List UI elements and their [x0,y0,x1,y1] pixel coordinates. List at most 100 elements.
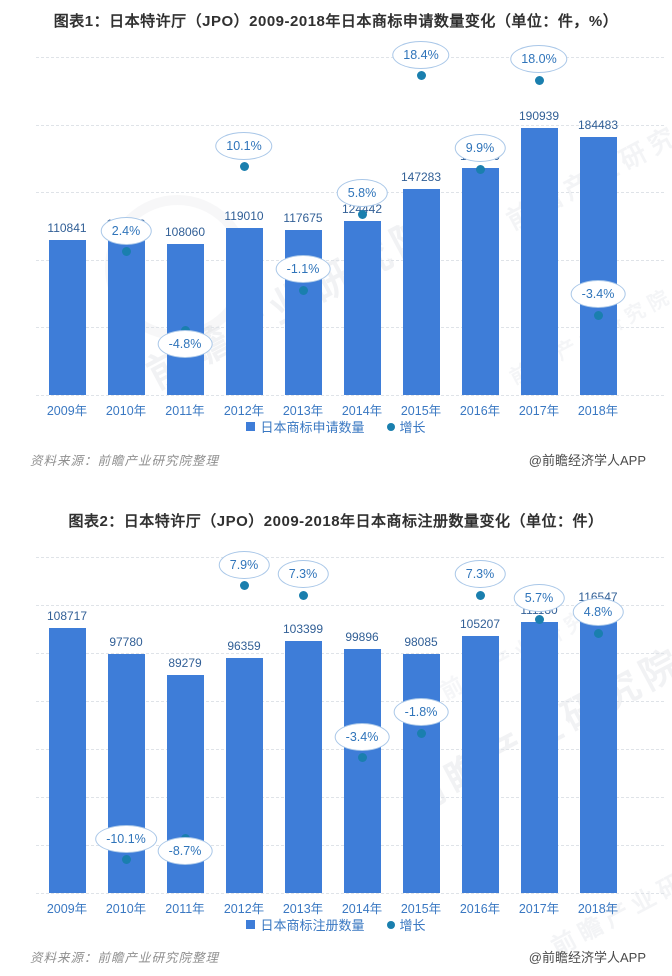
bar-2017年 [520,128,558,395]
growth-dot [239,581,249,591]
bar-value-label: 99896 [345,630,379,644]
bar-2009年 [48,240,86,395]
growth-label-bubble: 10.1% [215,131,273,160]
bar-2016年 [461,168,499,395]
growth-label-bubble: 18.0% [510,45,568,73]
growth-dot-icon [386,422,395,431]
chart1-credit: @前瞻经济学人APP [528,453,646,468]
bar-value-label: 184483 [577,118,619,132]
growth-label-bubble: 4.8% [572,598,624,627]
bar-2014年 [343,649,381,893]
growth-dot-icon [386,920,395,929]
bar-2017年 [520,622,558,893]
legend-item-applications: 日本商标申请数量 [246,417,365,436]
x-axis-label: 2010年 [105,404,147,418]
chart2-credit: @前瞻经济学人APP [528,950,646,965]
x-axis-label: 2011年 [165,902,205,916]
bar-value-label: 117675 [283,211,323,225]
bar-value-label: 103399 [282,622,324,636]
x-axis-label: 2009年 [46,902,88,916]
growth-label-bubble: -1.8% [393,698,449,727]
bar-value-label: 110841 [47,221,87,235]
bar-value-label: 190939 [518,109,560,123]
legend-item-growth: 增长 [386,915,426,934]
growth-dot [121,247,131,257]
growth-dot [416,71,426,81]
chart2-title: 图表2：日本特许厅（JPO）2009-2018年日本商标注册数量变化（单位：件） [68,513,604,530]
growth-dot [593,628,603,638]
growth-label-bubble: 5.8% [336,179,388,208]
chart1-title: 图表1：日本特许厅（JPO）2009-2018年日本商标申请数量变化（单位：件，… [53,13,619,30]
gridline [36,395,664,396]
growth-label-bubble: 5.7% [513,584,565,613]
bar-value-label: 147283 [400,170,442,184]
gridline [36,57,664,58]
growth-label-bubble: 7.3% [454,560,506,589]
chart1-source: 资料来源：前瞻产业研究院整理 [30,454,220,468]
growth-dot [357,753,367,763]
bar-2018年 [579,137,617,395]
gridline [36,605,664,606]
growth-label-bubble: 7.9% [218,550,270,579]
x-axis-label: 2010年 [105,902,147,916]
bar-series-swatch-icon [246,422,256,431]
growth-dot [475,590,485,600]
x-axis-label: 2017年 [518,404,560,418]
bar-value-label: 108060 [164,225,206,239]
x-axis-label: 2018年 [577,902,619,916]
x-axis-label: 2018年 [577,404,619,418]
gridline [36,893,664,894]
bar-value-label: 108717 [46,609,88,623]
growth-label-bubble: 2.4% [100,216,152,245]
bar-2010年 [107,654,145,893]
gridline [36,124,664,126]
growth-dot [298,590,308,600]
growth-label-bubble: -10.1% [95,824,157,853]
x-axis-label: 2015年 [400,902,442,916]
growth-dot [593,310,603,320]
chart2-source: 资料来源：前瞻产业研究院整理 [30,951,220,965]
x-axis-label: 2014年 [341,902,383,916]
bar-2009年 [48,628,86,893]
chart2-legend: 日本商标注册数量 增长 [0,915,672,934]
gridline [36,557,664,558]
legend-item-registrations: 日本商标注册数量 [246,915,365,934]
x-axis-label: 2009年 [46,404,88,418]
x-axis-label: 2017年 [518,902,560,916]
bar-series-swatch-icon [246,920,256,929]
x-axis-label: 2011年 [165,404,205,418]
growth-dot [298,285,308,295]
growth-label-bubble: -1.1% [275,255,331,284]
growth-dot [121,855,131,865]
growth-label-bubble: -3.4% [570,280,626,309]
growth-label-bubble: 18.4% [392,40,450,69]
bar-value-label: 97780 [109,635,143,649]
x-axis-label: 2016年 [459,902,501,916]
bar-value-label: 96359 [227,639,261,653]
growth-label-bubble: -4.8% [157,329,213,358]
bar-2016年 [461,636,499,893]
bar-value-label: 119010 [224,209,264,223]
growth-dot [534,75,544,85]
bar-2018年 [579,609,617,893]
bar-value-label: 89279 [168,656,202,670]
legend-label: 增长 [399,420,426,435]
growth-dot [357,209,367,219]
growth-label-bubble: -3.4% [334,722,390,751]
bar-2014年 [343,221,381,395]
chart1-legend: 日本商标申请数量 增长 [0,417,672,436]
growth-label-bubble: -8.7% [157,837,213,866]
growth-label-bubble: 9.9% [454,134,506,163]
legend-item-growth: 增长 [386,417,426,436]
growth-label-bubble: 7.3% [277,560,329,589]
growth-dot [534,614,544,624]
growth-dot [475,164,485,174]
bar-2012年 [225,658,263,893]
x-axis-label: 2012年 [223,404,265,418]
x-axis-label: 2015年 [400,404,442,418]
x-axis-label: 2013年 [282,404,324,418]
x-axis-label: 2013年 [282,902,324,916]
